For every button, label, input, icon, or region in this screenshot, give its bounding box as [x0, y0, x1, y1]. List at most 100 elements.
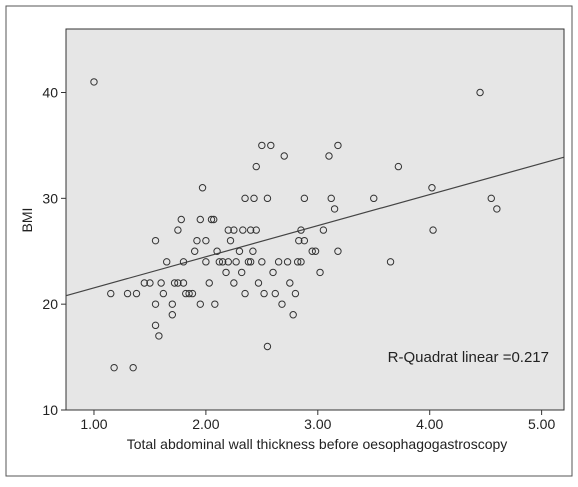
- data-point: [252, 226, 260, 234]
- data-point: [239, 226, 247, 234]
- data-point: [293, 258, 302, 266]
- data-point: [174, 226, 182, 234]
- data-point: [476, 88, 484, 97]
- data-point: [316, 268, 324, 277]
- data-point: [300, 236, 309, 245]
- data-point: [159, 289, 168, 298]
- data-point: [151, 321, 160, 330]
- data-point: [249, 247, 257, 255]
- data-point: [196, 215, 204, 224]
- data-point: [213, 247, 221, 255]
- data-point: [224, 226, 232, 234]
- data-point: [325, 152, 333, 160]
- data-point: [202, 236, 210, 245]
- axis-ticks: 1.00 2.00 3.00 4.00 5.00 10 20 30 40: [42, 85, 555, 433]
- data-point: [155, 332, 163, 340]
- r-squared-annotation: R-Quadrat linear =0.217: [388, 349, 549, 366]
- regression-line-group: [65, 156, 565, 297]
- data-point: [258, 141, 266, 150]
- data-point: [241, 194, 249, 203]
- data-point: [232, 258, 240, 266]
- data-point: [90, 78, 98, 86]
- data-point: [179, 279, 188, 287]
- data-point: [174, 279, 182, 287]
- data-point: [168, 300, 177, 308]
- data-point: [168, 311, 177, 319]
- y-tick-label: 20: [42, 296, 58, 312]
- data-point: [193, 236, 201, 245]
- data-point: [170, 279, 179, 287]
- y-tick-label: 40: [42, 85, 58, 101]
- x-tick-label: 4.00: [416, 416, 443, 432]
- data-point: [230, 279, 238, 287]
- data-point: [429, 226, 437, 234]
- data-point: [210, 215, 218, 224]
- data-point: [235, 247, 244, 255]
- data-point: [207, 215, 216, 224]
- data-point: [179, 258, 188, 266]
- plot-area: [65, 28, 565, 411]
- data-point: [222, 268, 230, 277]
- data-point: [196, 300, 204, 308]
- data-point: [263, 342, 272, 351]
- data-point: [129, 363, 137, 372]
- data-point: [241, 289, 249, 298]
- data-point: [291, 289, 300, 298]
- data-point: [123, 289, 132, 298]
- regression-line: [65, 156, 565, 297]
- data-point: [297, 258, 305, 266]
- data-point: [252, 162, 260, 171]
- data-point: [334, 141, 342, 150]
- data-point: [263, 194, 272, 203]
- data-point: [246, 258, 255, 266]
- data-point: [283, 258, 292, 266]
- data-point: [493, 205, 501, 213]
- x-axis-title: Total abdominal wall thickness before oe…: [127, 436, 508, 452]
- data-point: [260, 289, 268, 298]
- data-point: [386, 258, 395, 266]
- data-point: [300, 194, 309, 203]
- data-point: [157, 279, 165, 287]
- data-point: [250, 194, 258, 203]
- data-point: [140, 279, 149, 287]
- data-point: [271, 289, 279, 298]
- data-point: [295, 236, 303, 245]
- data-point: [211, 300, 219, 308]
- data-point: [226, 236, 235, 245]
- data-point: [428, 184, 436, 192]
- x-tick-label: 3.00: [304, 416, 331, 432]
- data-point: [487, 194, 495, 203]
- data-point: [132, 289, 141, 298]
- data-point: [230, 226, 238, 234]
- y-tick-label: 10: [42, 402, 58, 418]
- data-point: [280, 152, 288, 160]
- data-point: [190, 247, 199, 255]
- data-point: [151, 300, 160, 308]
- data-point: [224, 258, 232, 266]
- data-point: [319, 226, 328, 234]
- data-point: [330, 205, 339, 213]
- data-points: [90, 78, 501, 372]
- data-point: [215, 258, 224, 266]
- data-point: [308, 247, 316, 255]
- data-point: [177, 215, 185, 224]
- data-point: [110, 363, 118, 372]
- data-point: [146, 279, 154, 287]
- data-point: [370, 194, 378, 203]
- data-point: [297, 226, 305, 234]
- data-point: [258, 258, 266, 266]
- x-tick-label: 5.00: [528, 416, 555, 432]
- data-point: [267, 141, 275, 150]
- data-point: [269, 268, 277, 277]
- data-point: [244, 258, 253, 266]
- data-point: [205, 279, 213, 287]
- data-point: [254, 279, 263, 287]
- x-tick-label: 2.00: [192, 416, 219, 432]
- x-tick-label: 1.00: [80, 416, 107, 432]
- data-point: [151, 236, 160, 245]
- data-point: [334, 247, 342, 255]
- data-point: [278, 300, 286, 308]
- data-point: [289, 311, 297, 319]
- y-axis-title: BMI: [19, 208, 35, 233]
